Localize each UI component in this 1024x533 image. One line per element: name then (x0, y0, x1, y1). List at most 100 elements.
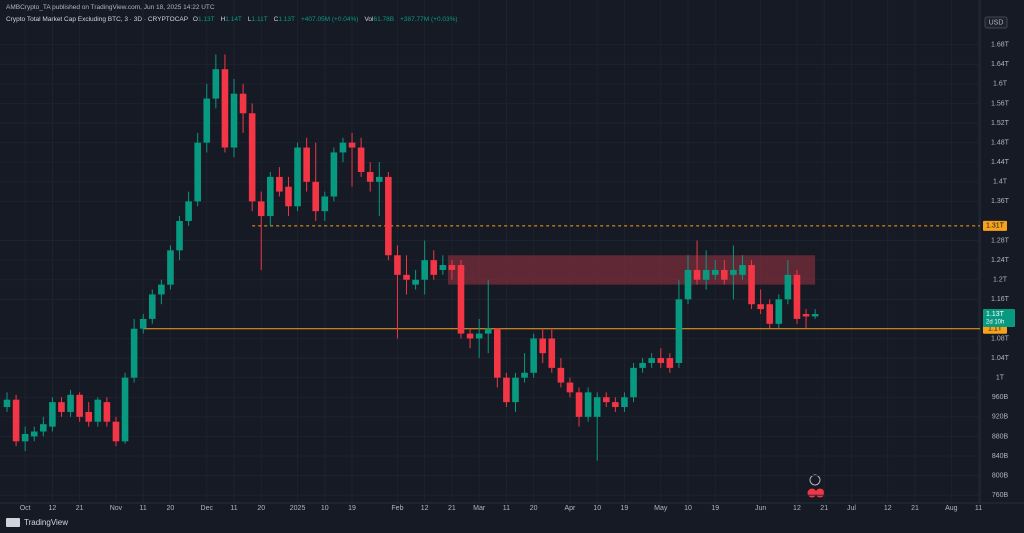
x-tick-label: 11 (975, 505, 982, 512)
x-tick-label: 12 (421, 505, 429, 512)
x-tick-label: Nov (110, 505, 123, 512)
candle-body (21, 433, 29, 442)
candle-body (539, 338, 547, 354)
candle-body (548, 338, 556, 368)
x-tick-label: 10 (684, 505, 692, 512)
y-tick-label: 1.64T (991, 61, 1010, 68)
ohlc-legend: O1.13T H1.14T L1.11T C1.13T +407.05M (+0.04%… (193, 16, 464, 23)
x-tick-label: 21 (448, 505, 456, 512)
x-tick-label: 11 (140, 505, 147, 512)
x-tick-label: 2025 (290, 505, 306, 512)
candle-body (693, 269, 701, 280)
candle-body (484, 328, 492, 334)
x-tick-label: 12 (884, 505, 892, 512)
candle-body (621, 397, 628, 408)
candle-body (176, 220, 183, 251)
y-tick-label: 1.48T (991, 139, 1010, 146)
legend-value: +407.05M (+0.04%) (301, 16, 359, 23)
countdown: 2d 10h (986, 320, 1004, 326)
candle-body (530, 338, 537, 373)
candle-body (385, 176, 392, 256)
legend-item: +387.77M (+0.03%) (400, 16, 460, 23)
y-tick-label: 1.24T (991, 257, 1010, 264)
candle-body (684, 269, 692, 300)
candle-body (294, 147, 301, 207)
currency-box[interactable] (984, 16, 1008, 29)
brand: TradingView (24, 518, 68, 527)
y-tick-label: 880B (992, 433, 1009, 440)
y-tick-label: 760B (992, 492, 1009, 499)
y-tick-label: 800B (992, 472, 1009, 479)
x-tick-label: 20 (257, 505, 265, 512)
price-tag-label: 1.31T (986, 223, 1005, 230)
x-tick-label: 10 (321, 505, 329, 512)
candle-body (757, 304, 764, 310)
candle-body (630, 367, 637, 398)
y-tick-label: 1.16T (991, 296, 1010, 303)
legend-value: 1.13T (197, 16, 215, 23)
legend-label: L (247, 16, 252, 23)
y-tick-label: 1.52T (991, 120, 1010, 127)
candle-body (239, 93, 247, 114)
event-icon[interactable] (815, 488, 825, 498)
resistance-zone (447, 255, 816, 285)
x-tick-label: 19 (621, 505, 629, 512)
x-tick-label: Apr (565, 505, 577, 512)
brand-logo (6, 518, 20, 527)
candle-body (348, 142, 356, 148)
legend-value: +387.77M (+0.03%) (400, 16, 458, 23)
legend-label: O (192, 16, 198, 23)
x-tick-label: Jul (847, 505, 856, 512)
candle-body (566, 382, 574, 393)
x-tick-label: 21 (820, 505, 828, 512)
candle-body (330, 152, 338, 197)
x-tick-label: 12 (793, 505, 801, 512)
legend-item: +407.05M (+0.04%) (301, 16, 361, 23)
candle-body (276, 176, 283, 192)
candle-body (675, 299, 683, 363)
y-tick-label: 1.04T (991, 355, 1010, 362)
candle-body (285, 186, 292, 207)
candle-body (784, 274, 792, 300)
event-icon[interactable] (807, 488, 817, 498)
candle-body (185, 201, 192, 221)
candle-body (194, 142, 201, 202)
x-tick-label: May (654, 505, 668, 512)
candle-body (639, 362, 646, 368)
candle-body (257, 201, 265, 217)
candle-body (357, 147, 365, 173)
x-tick-label: Mar (473, 505, 486, 512)
event-icon[interactable] (809, 474, 821, 486)
candle-body (85, 411, 93, 422)
y-tick-label: 1.44T (991, 159, 1010, 166)
candle-body (339, 142, 347, 153)
y-tick-label: 960B (992, 394, 1009, 401)
candle-body (58, 402, 65, 412)
candle-body (702, 269, 710, 280)
legend: Crypto Total Market Cap Excluding BTC, 3… (6, 16, 467, 23)
candle-body (439, 265, 447, 270)
candle-body (148, 294, 156, 319)
x-tick-label: Dec (201, 505, 214, 512)
candle-body (103, 402, 111, 422)
candle-body (212, 69, 220, 99)
candle-body (802, 314, 810, 317)
x-tick-label: 19 (711, 505, 719, 512)
candle-body (466, 333, 474, 339)
last-price-tag (983, 309, 1015, 328)
candle-body (739, 265, 746, 275)
candle-body (321, 196, 329, 212)
legend-item: C1.13T (274, 16, 298, 23)
candle-body (512, 377, 519, 403)
candle-body (521, 372, 528, 378)
candle-body (312, 181, 320, 212)
legend-label: H (220, 16, 226, 23)
x-tick-label: Oct (20, 505, 31, 512)
candle-body (503, 377, 510, 403)
candle-body (593, 397, 601, 417)
candle-body (721, 269, 728, 280)
last-price-label: 1.13T (986, 311, 1005, 318)
candle-body (648, 358, 655, 363)
